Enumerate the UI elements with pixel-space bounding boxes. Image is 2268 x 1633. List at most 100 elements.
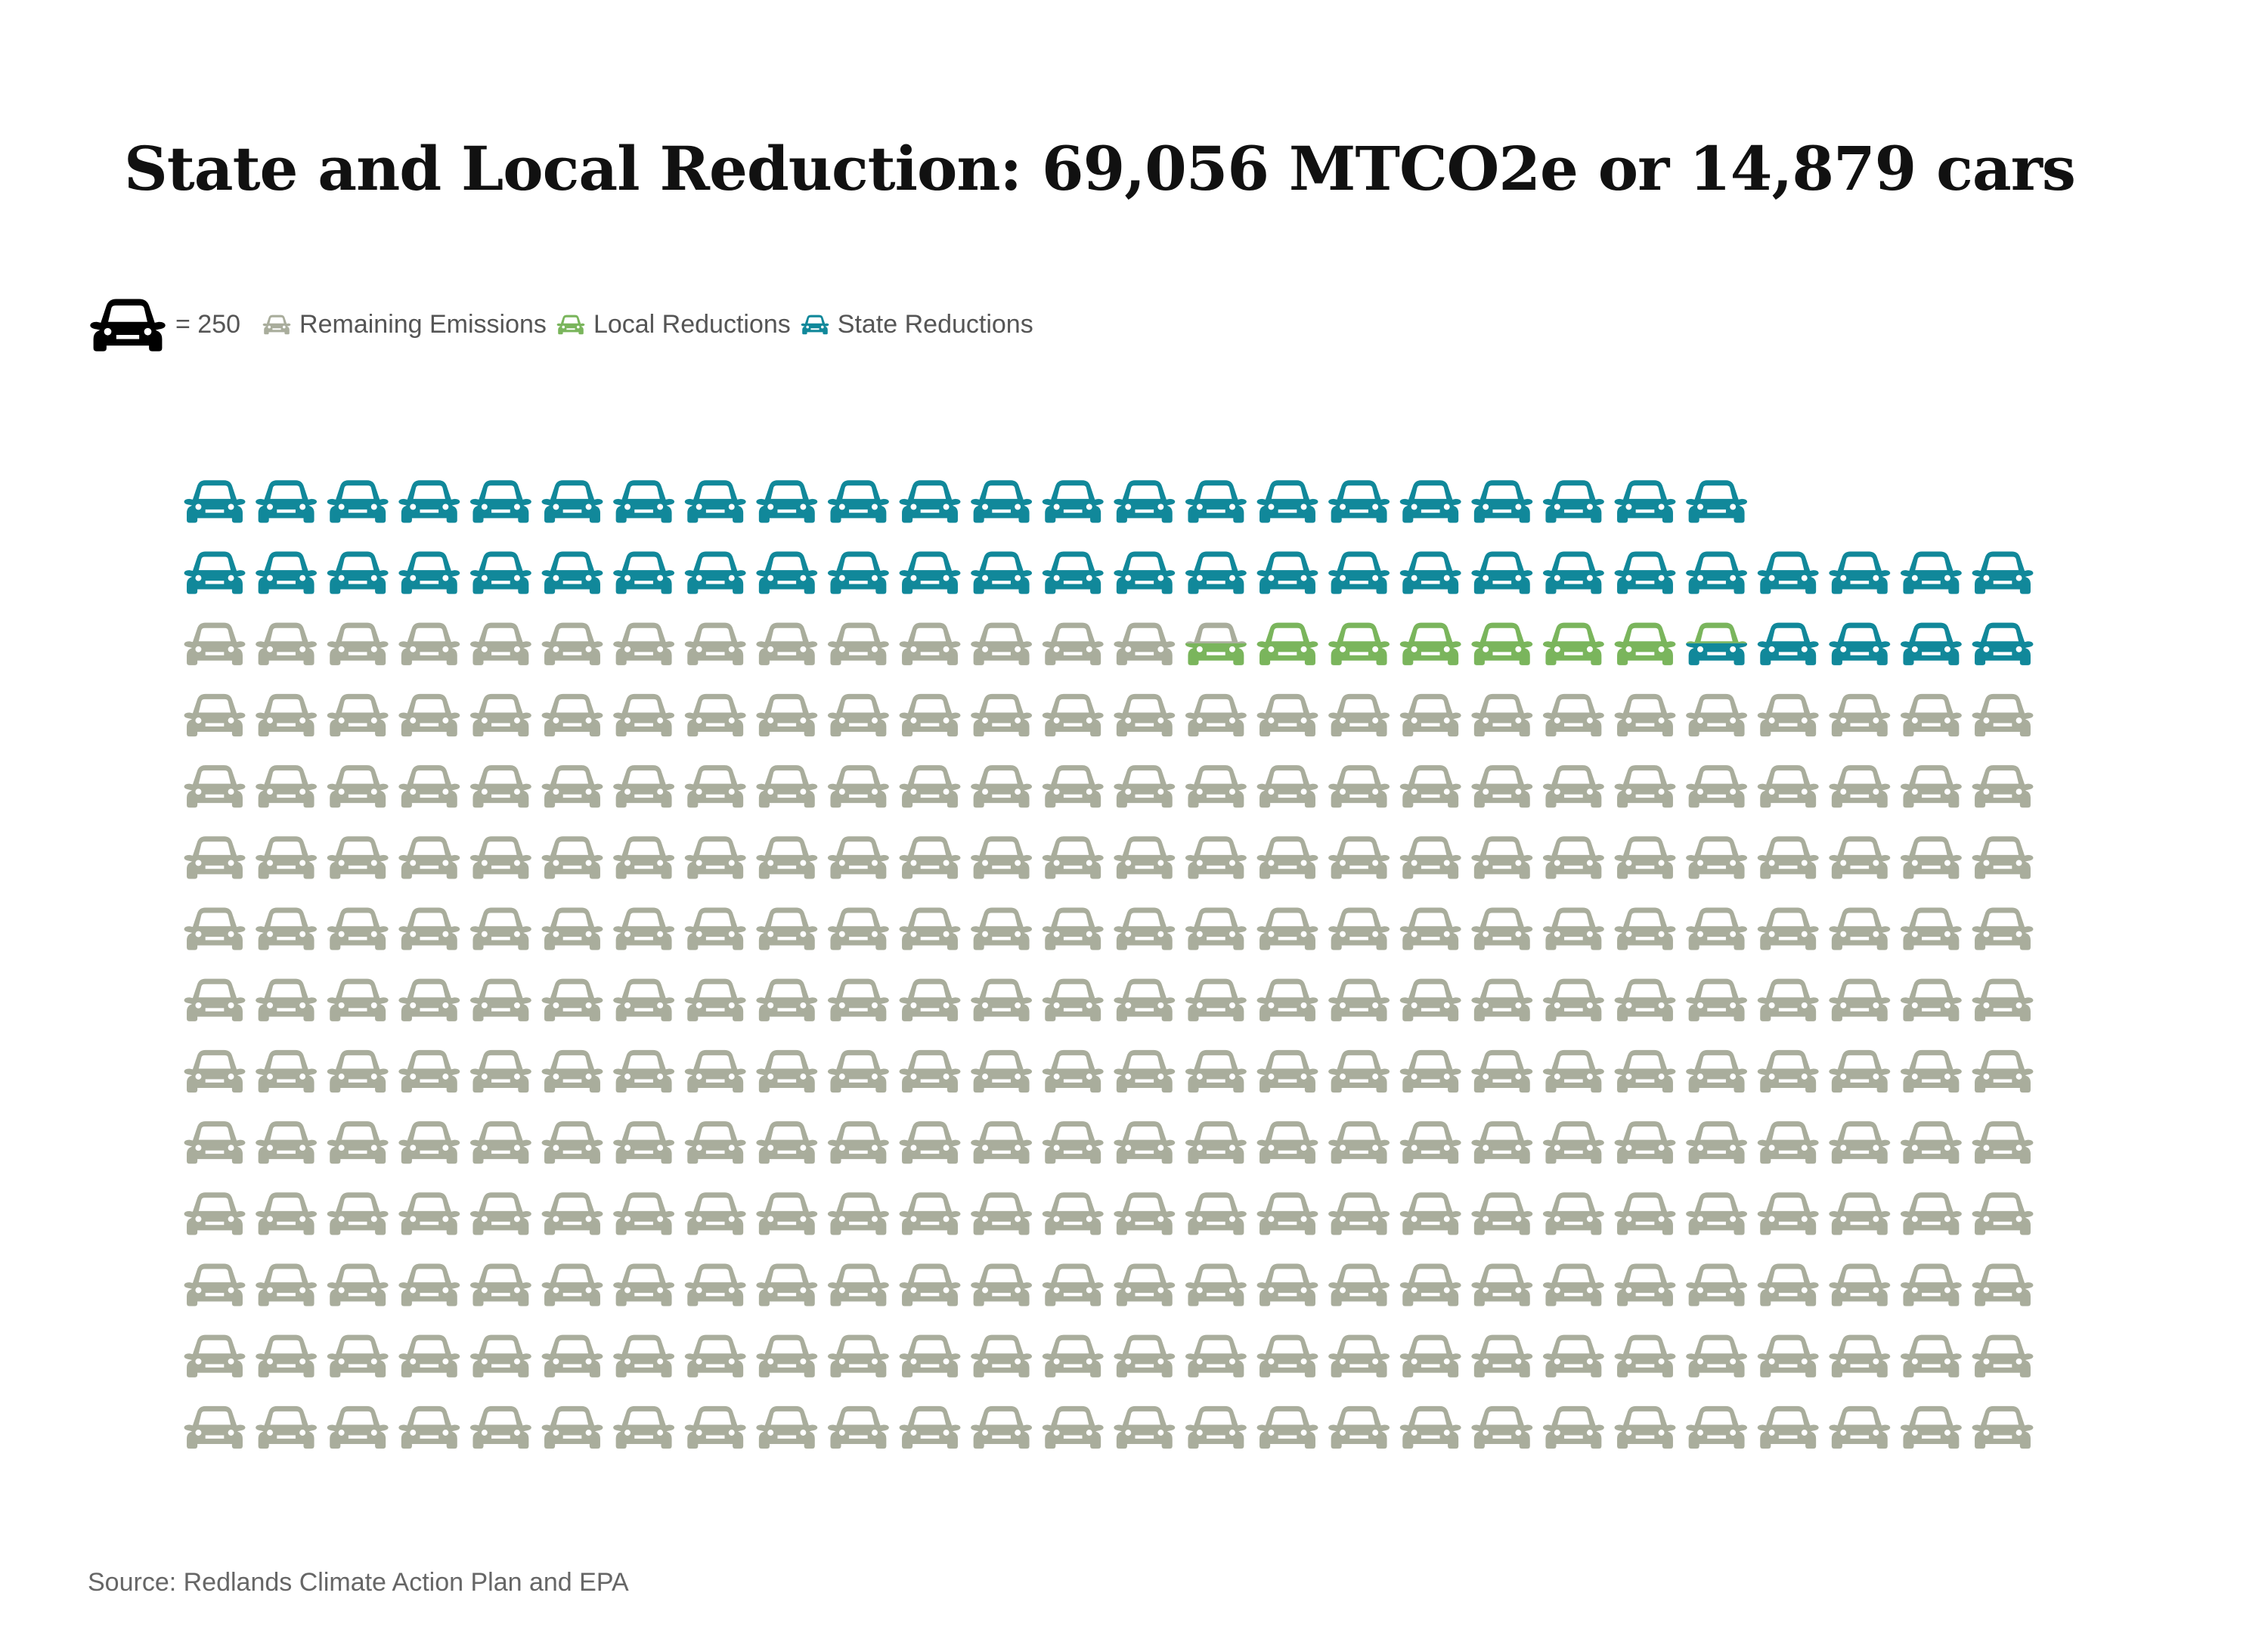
car-icon-remaining-emissions-shape <box>256 836 318 879</box>
car-icon-remaining-emissions-shape <box>184 1049 246 1093</box>
car-icon-remaining-emissions <box>398 907 460 950</box>
car-icon-remaining-emissions-shape <box>1757 1121 1819 1164</box>
car-icon-remaining-emissions-shape <box>1757 1263 1819 1306</box>
car-icon-remaining-emissions-shape <box>827 1049 889 1093</box>
car-icon-remaining-emissions <box>613 1263 675 1306</box>
car-icon-remaining-emissions-shape <box>1256 765 1318 808</box>
car-icon-remaining-emissions-shape <box>1614 836 1676 879</box>
car-icon-remaining-emissions <box>756 1334 818 1377</box>
car-icon-remaining-emissions-shape <box>684 978 746 1021</box>
legend-label-local: Local Reductions <box>593 309 791 339</box>
legend-unit-car-svg <box>90 299 166 352</box>
car-icon-state-reductions-shape <box>256 480 318 523</box>
car-icon-state-reductions <box>827 480 889 523</box>
car-icon-state-reductions <box>1399 551 1461 594</box>
car-icon-state-reductions <box>1686 551 1748 594</box>
car-icon-remaining-emissions-shape <box>1042 836 1104 879</box>
car-icon-remaining-emissions <box>327 1334 389 1377</box>
car-icon-state-reductions-shape <box>1042 480 1104 523</box>
car-icon-remaining-emissions-shape <box>184 1121 246 1164</box>
car-icon-remaining-emissions <box>1114 693 1176 737</box>
car-icon-remaining-emissions-shape <box>1829 1263 1891 1306</box>
car-icon-remaining-emissions <box>1256 836 1318 879</box>
car-icon-remaining-emissions-shape <box>684 1263 746 1306</box>
car-icon-remaining-emissions-shape <box>327 765 389 808</box>
car-icon-remaining-emissions <box>1185 1334 1247 1377</box>
car-icon-remaining-emissions <box>184 693 246 737</box>
car-icon-remaining-emissions-shape <box>469 1263 531 1306</box>
car-icon-remaining-emissions-shape <box>1114 1192 1176 1235</box>
car-icon-remaining-emissions <box>827 836 889 879</box>
car-icon-state-reductions-shape <box>1114 551 1176 594</box>
car-icon-state-reductions-shape <box>756 551 818 594</box>
car-icon-remaining-emissions-shape <box>184 1192 246 1235</box>
car-icon-remaining-emissions <box>469 1263 531 1306</box>
car-icon-state-reductions-shape <box>1614 551 1676 594</box>
car-icon-remaining-emissions <box>1686 1334 1748 1377</box>
car-icon-remaining-emissions-shape <box>1114 765 1176 808</box>
car-icon-partial <box>1686 622 1748 665</box>
car-icon-remaining-emissions-shape <box>541 693 603 737</box>
car-icon-remaining-emissions-shape <box>1256 1192 1318 1235</box>
car-icon-remaining-emissions <box>398 1192 460 1235</box>
car-icon-state-reductions-shape <box>899 480 961 523</box>
car-icon-remaining-emissions <box>469 978 531 1021</box>
car-icon-remaining-emissions-shape <box>971 836 1033 879</box>
car-icon-remaining-emissions-shape <box>1972 1049 2034 1093</box>
car-icon-remaining-emissions <box>1114 1263 1176 1306</box>
car-icon-remaining-emissions-shape <box>971 1192 1033 1235</box>
car-icon-remaining-emissions-shape <box>1471 1192 1533 1235</box>
car-icon-remaining-emissions-shape <box>756 1334 818 1377</box>
car-icon-remaining-emissions <box>1614 1263 1676 1306</box>
car-icon-remaining-emissions-shape <box>1471 765 1533 808</box>
car-icon-remaining-emissions <box>327 978 389 1021</box>
car-icon-remaining-emissions-shape <box>1328 1049 1390 1093</box>
car-icon-remaining-emissions-shape <box>971 1405 1033 1449</box>
car-icon-state-reductions-shape <box>398 480 460 523</box>
car-icon-remaining-emissions <box>1185 836 1247 879</box>
car-icon-remaining-emissions-shape <box>613 1049 675 1093</box>
car-icon-state-reductions <box>469 551 531 594</box>
car-icon-remaining-emissions <box>971 978 1033 1021</box>
car-icon-remaining-emissions-shape <box>256 907 318 950</box>
car-icon-remaining-emissions-shape <box>756 765 818 808</box>
car-icon-remaining-emissions <box>1328 693 1390 737</box>
pictogram-chart <box>184 480 2034 1449</box>
car-icon-remaining-emissions <box>684 1405 746 1449</box>
car-icon-remaining-emissions-shape <box>1185 1405 1247 1449</box>
car-icon-remaining-emissions-shape <box>684 1405 746 1449</box>
car-icon-remaining-emissions <box>1114 1121 1176 1164</box>
car-icon-remaining-emissions <box>398 1334 460 1377</box>
car-icon-remaining-emissions <box>1829 1334 1891 1377</box>
car-icon-remaining-emissions-shape <box>1399 1192 1461 1235</box>
car-icon-remaining-emissions-shape <box>184 907 246 950</box>
car-icon-remaining-emissions <box>684 622 746 665</box>
car-icon-state-reductions <box>327 551 389 594</box>
car-icon-remaining-emissions <box>541 1049 603 1093</box>
car-icon-remaining-emissions <box>1256 1192 1318 1235</box>
car-icon-state-reductions <box>1256 480 1318 523</box>
car-icon-remaining-emissions-shape <box>756 622 818 665</box>
car-icon-state-reductions <box>256 551 318 594</box>
car-icon-remaining-emissions <box>1757 1334 1819 1377</box>
car-icon-remaining-emissions-shape <box>398 907 460 950</box>
car-icon-remaining-emissions-shape <box>827 693 889 737</box>
car-icon-remaining-emissions-shape <box>1829 978 1891 1021</box>
car-icon-state-reductions-shape <box>398 551 460 594</box>
car-icon-state-reductions <box>1972 551 2034 594</box>
car-icon-state-reductions <box>1399 480 1461 523</box>
car-icon-remaining-emissions-shape <box>1042 1405 1104 1449</box>
car-icon-state-reductions-shape <box>827 551 889 594</box>
car-icon-remaining-emissions-shape <box>613 765 675 808</box>
car-icon-remaining-emissions-shape <box>756 1405 818 1449</box>
car-icon-remaining-emissions-shape <box>827 1121 889 1164</box>
car-icon-remaining-emissions <box>971 1049 1033 1093</box>
car-icon-remaining-emissions <box>398 765 460 808</box>
car-icon-remaining-emissions <box>613 978 675 1021</box>
car-icon-remaining-emissions-shape <box>1542 978 1604 1021</box>
car-icon-state-reductions <box>398 551 460 594</box>
car-icon-remaining-emissions <box>684 907 746 950</box>
car-icon-state-reductions <box>971 480 1033 523</box>
car-icon-remaining-emissions-shape <box>613 907 675 950</box>
car-icon-remaining-emissions-shape <box>256 1192 318 1235</box>
